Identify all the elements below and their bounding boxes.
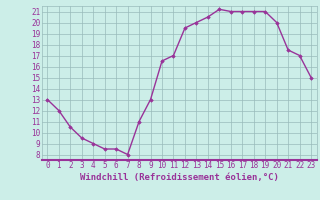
X-axis label: Windchill (Refroidissement éolien,°C): Windchill (Refroidissement éolien,°C) <box>80 173 279 182</box>
